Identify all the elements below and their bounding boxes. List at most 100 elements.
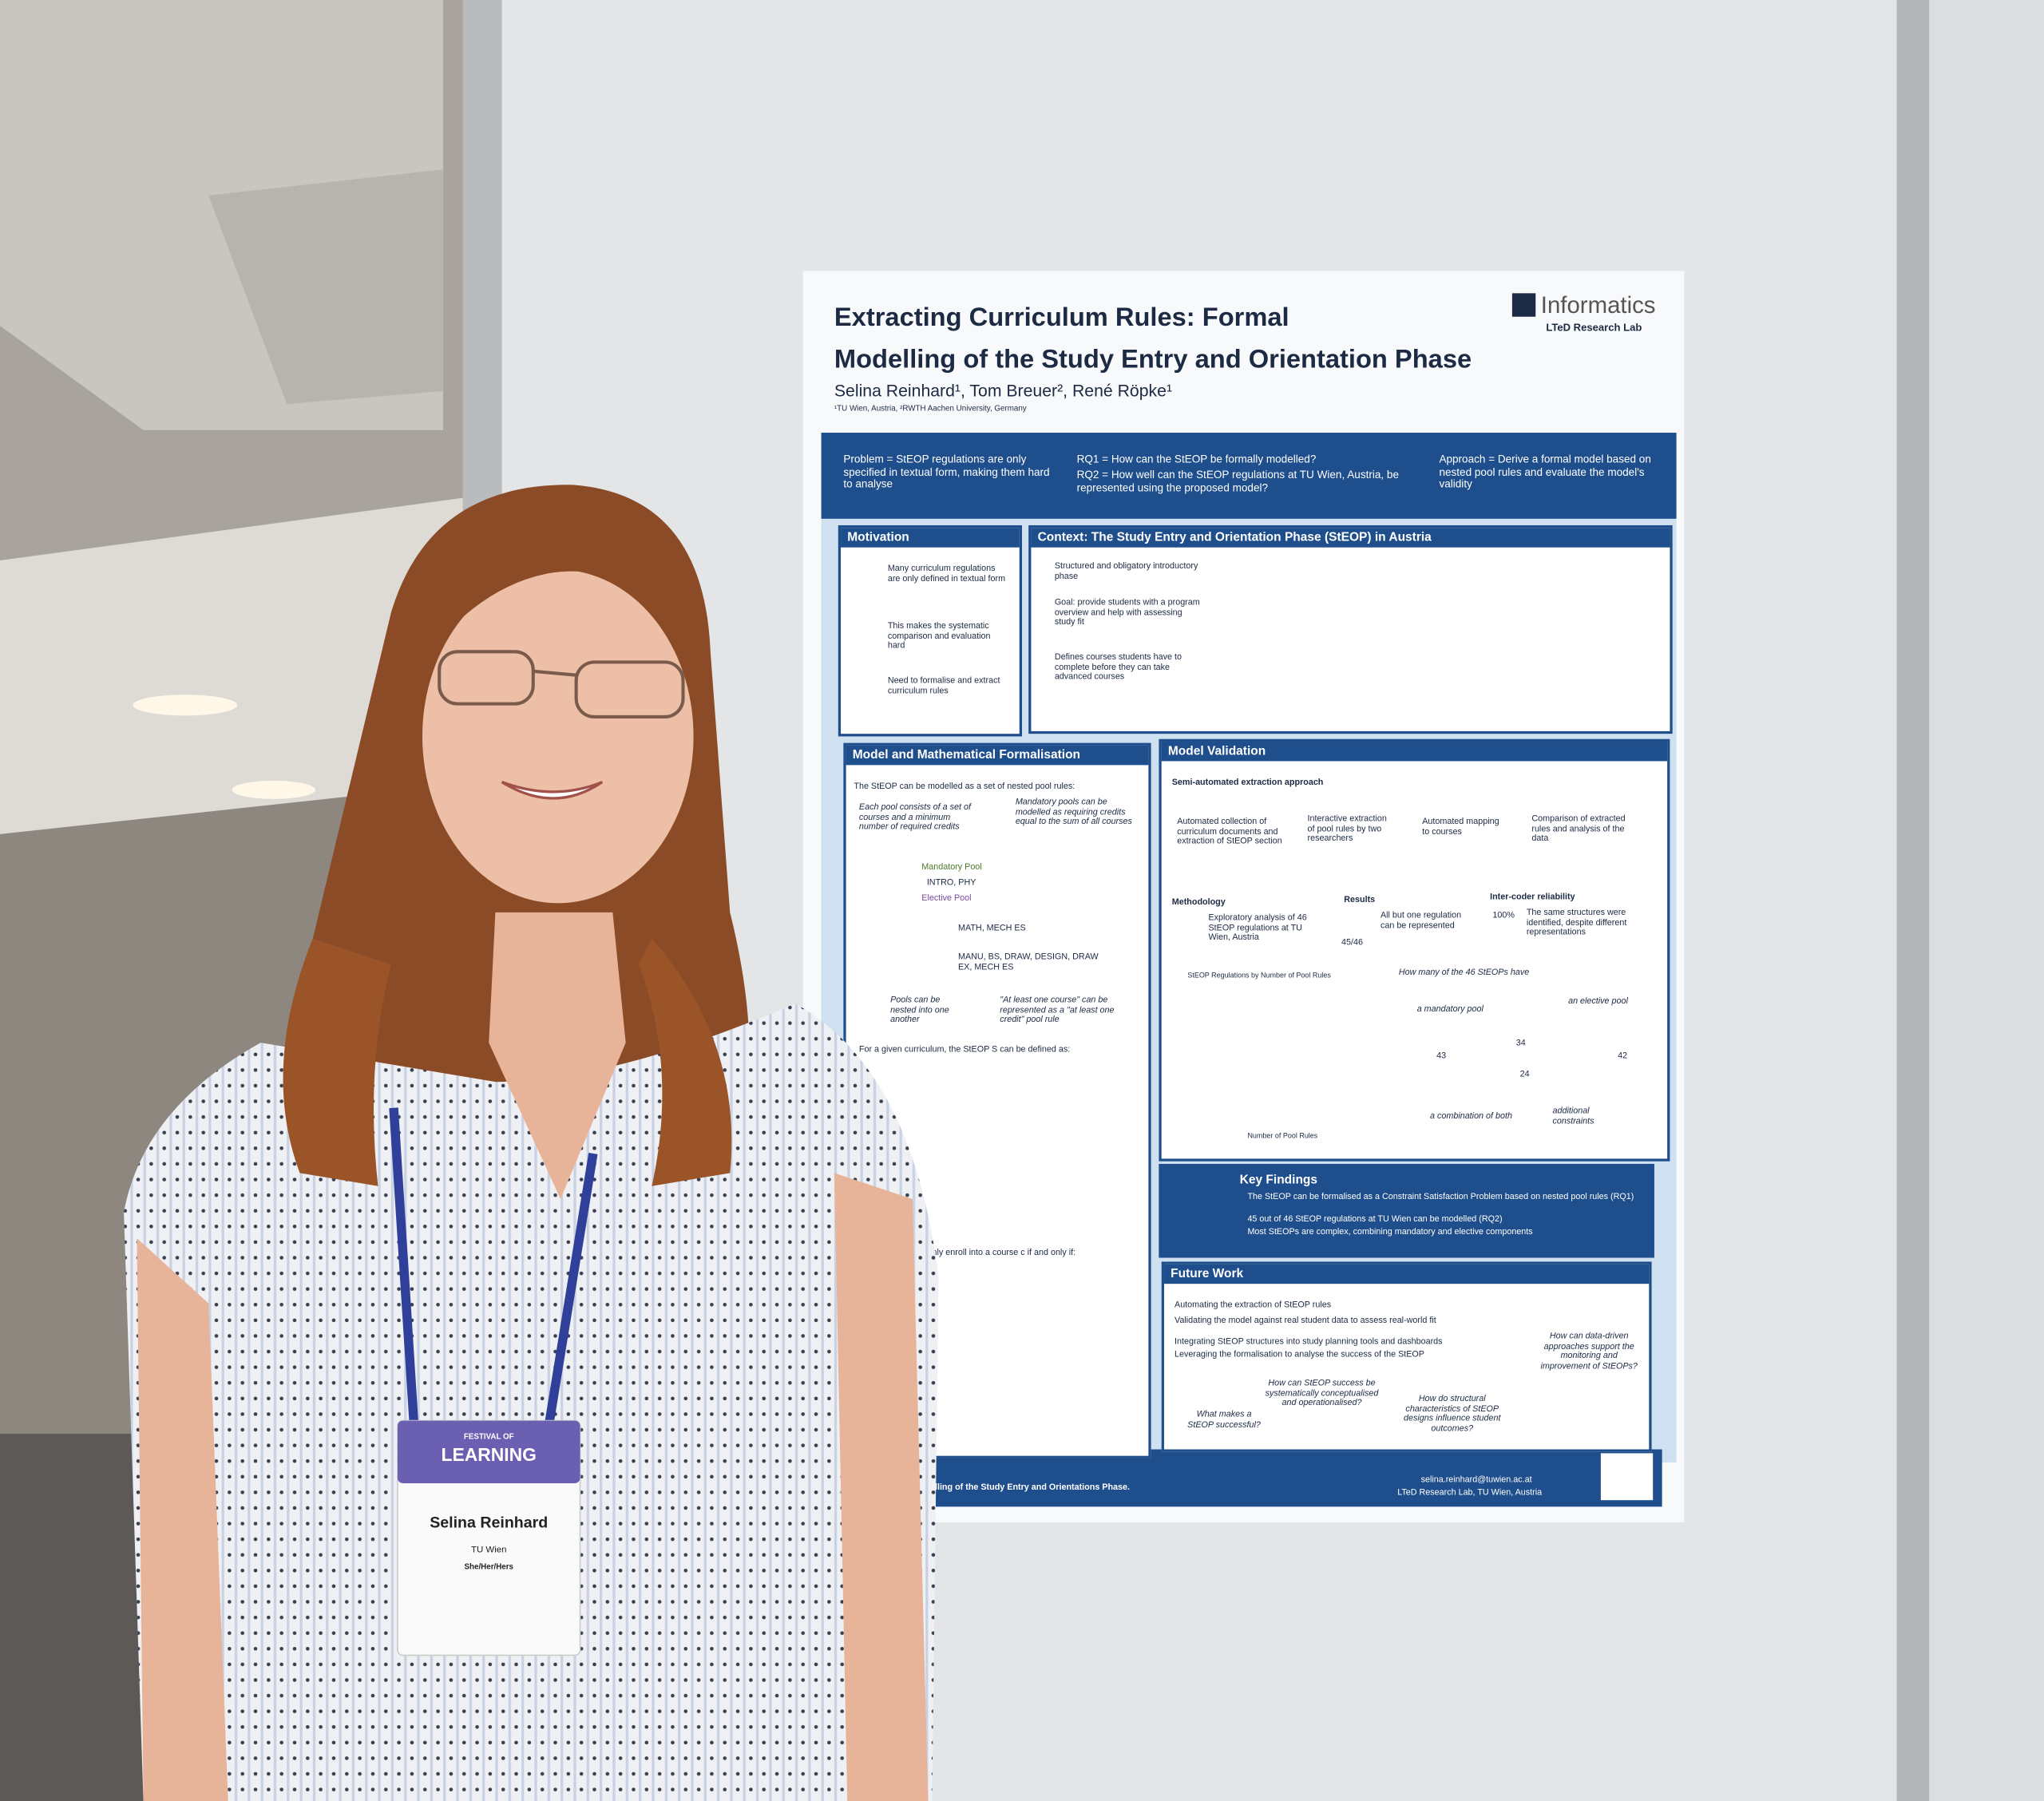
key-findings-box: Key Findings The StEOP can be formalised…	[1159, 1163, 1654, 1258]
future-item: Validating the model against real studen…	[1175, 1316, 1436, 1326]
chart-x-label: Number of Pool Rules	[1247, 1132, 1318, 1141]
course-label: MANU, BS, DRAW, DESIGN, DRAW EX, MECH ES	[957, 952, 1099, 972]
glasses	[438, 650, 685, 718]
section-heading: Model and Mathematical Formalisation	[846, 745, 1149, 766]
context-item: Structured and obligatory introductory p…	[1054, 561, 1198, 581]
venn-label: a combination of both	[1430, 1111, 1512, 1122]
methodology-text: Exploratory analysis of 46 StEOP regulat…	[1208, 913, 1307, 943]
lab-name: LTeD Research Lab	[1546, 322, 1642, 334]
venn-number: 24	[1519, 1070, 1530, 1079]
badge-organisation: TU Wien	[470, 1546, 507, 1555]
reliability-heading: Inter-coder reliability	[1490, 893, 1575, 902]
results-value: 45/46	[1341, 938, 1363, 948]
venn-label: an elective pool	[1568, 996, 1628, 1007]
logo-mark	[1511, 293, 1536, 317]
course-label: INTRO, PHY	[926, 878, 976, 888]
future-item: Automating the extraction of StEOP rules	[1175, 1300, 1332, 1310]
process-step: Comparison of extracted rules and analys…	[1531, 814, 1626, 844]
badge-name: Selina Reinhard	[430, 1513, 549, 1532]
methodology-heading: Methodology	[1171, 897, 1226, 908]
future-question: How do structural characteristics of StE…	[1404, 1394, 1501, 1434]
section-heading: Key Findings	[1239, 1173, 1318, 1188]
pool-label: Mandatory Pool	[921, 862, 982, 873]
hair	[638, 938, 732, 1186]
model-note: Pools can be nested into one another	[890, 995, 949, 1025]
hair	[283, 938, 391, 1186]
badge-header	[397, 1420, 580, 1483]
validation-box: Model Validation Semi-automated extracti…	[1159, 738, 1670, 1162]
section-heading: Model Validation	[1161, 741, 1668, 762]
venn-label: additional constraints	[1552, 1106, 1594, 1126]
validation-subheading: Semi-automated extraction approach	[1171, 778, 1324, 788]
approach: Approach = Derive a formal model based o…	[1439, 452, 1651, 490]
smile	[501, 781, 604, 800]
model-definition: For a given curriculum, the StEOP S can …	[858, 1045, 1071, 1055]
light	[232, 780, 316, 799]
face	[422, 569, 694, 904]
context-item: Goal: provide students with a program ov…	[1054, 598, 1200, 627]
future-work-box: Future Work Automating the extraction of…	[1161, 1261, 1652, 1452]
finding: Most StEOPs are complex, combining manda…	[1247, 1227, 1533, 1237]
light	[133, 695, 238, 716]
wall	[1929, 0, 2044, 1801]
venn-question: How many of the 46 StEOPs have	[1398, 968, 1530, 978]
badge-event: LEARNING	[441, 1443, 537, 1466]
venn-number: 42	[1618, 1051, 1628, 1061]
rq2: RQ2 = How well can the StEOP regulations…	[1076, 468, 1400, 494]
model-note: "At least one course" can be represented…	[1000, 995, 1115, 1025]
model-intro: The StEOP can be modelled as a set of ne…	[854, 782, 1075, 792]
context-item: Defines courses students have to complet…	[1054, 652, 1182, 683]
reliability-text: The same structures were identified, des…	[1526, 908, 1627, 938]
process-step: Interactive extraction of pool rules by …	[1307, 814, 1387, 844]
affiliation: ¹TU Wien, Austria, ²RWTH Aachen Universi…	[834, 405, 1027, 414]
results-heading: Results	[1344, 895, 1376, 905]
lanyard	[389, 1107, 598, 1435]
model-note: Mandatory pools can be modelled as requi…	[1015, 798, 1132, 827]
context-box: Context: The Study Entry and Orientation…	[1028, 524, 1673, 734]
badge-event: FESTIVAL OF	[463, 1433, 514, 1442]
frame	[1896, 0, 1930, 1801]
footer-email: selina.reinhard@tuwien.ac.at	[1420, 1475, 1532, 1485]
pool-label: Elective Pool	[921, 893, 972, 904]
motivation-item: Many curriculum regulations are only def…	[887, 564, 1006, 584]
model-enroll: can only enroll into a course c if and o…	[911, 1249, 1076, 1258]
results-text: All but one regulation can be represente…	[1380, 911, 1462, 931]
section-heading: Motivation	[841, 528, 1020, 548]
finding: The StEOP can be formalised as a Constra…	[1247, 1192, 1634, 1202]
future-question: How can StEOP success be systematically …	[1265, 1379, 1379, 1408]
footer-band	[808, 1449, 1662, 1507]
venn-label: a mandatory pool	[1416, 1004, 1483, 1015]
poster-title: Modelling of the Study Entry and Orienta…	[834, 345, 1472, 374]
authors: Selina Reinhard¹, Tom Breuer², René Röpk…	[834, 380, 1173, 401]
poster-title: Extracting Curriculum Rules: Formal	[834, 303, 1289, 333]
venn-number: 43	[1436, 1051, 1447, 1061]
badge-pronouns: She/Her/Hers	[464, 1564, 514, 1572]
course-label: MATH, MECH ES	[957, 924, 1026, 933]
reliability-value: 100%	[1492, 911, 1515, 920]
model-note: Each pool consists of a set of courses a…	[858, 802, 971, 832]
finding: 45 out of 46 StEOP regulations at TU Wie…	[1247, 1214, 1503, 1225]
neck	[489, 912, 626, 1200]
motivation-box: Motivation Many curriculum regulations a…	[838, 524, 1022, 737]
future-item: Integrating StEOP structures into study …	[1175, 1337, 1443, 1347]
process-step: Automated collection of curriculum docum…	[1177, 817, 1282, 846]
section-heading: Future Work	[1163, 1264, 1650, 1284]
footer-citation: Modelling of the Study Entry and Orienta…	[912, 1482, 1131, 1493]
arm	[137, 1238, 228, 1801]
motivation-item: This makes the systematic comparison and…	[887, 621, 991, 651]
venn-number: 34	[1515, 1039, 1526, 1048]
fringe	[430, 514, 691, 652]
shirt	[124, 1003, 939, 1801]
chart-title: StEOP Regulations by Number of Pool Rule…	[1187, 972, 1331, 980]
qr-code	[1600, 1453, 1654, 1501]
problem: Problem = StEOP regulations are only spe…	[843, 452, 1050, 490]
logo-text: Informatics	[1540, 291, 1656, 319]
rq1: RQ1 = How can the StEOP be formally mode…	[1076, 452, 1317, 465]
footer-lab: LTeD Research Lab, TU Wien, Austria	[1397, 1488, 1543, 1498]
section-heading: Context: The Study Entry and Orientation…	[1031, 528, 1670, 548]
motivation-item: Need to formalise and extract curriculum…	[887, 676, 1000, 696]
